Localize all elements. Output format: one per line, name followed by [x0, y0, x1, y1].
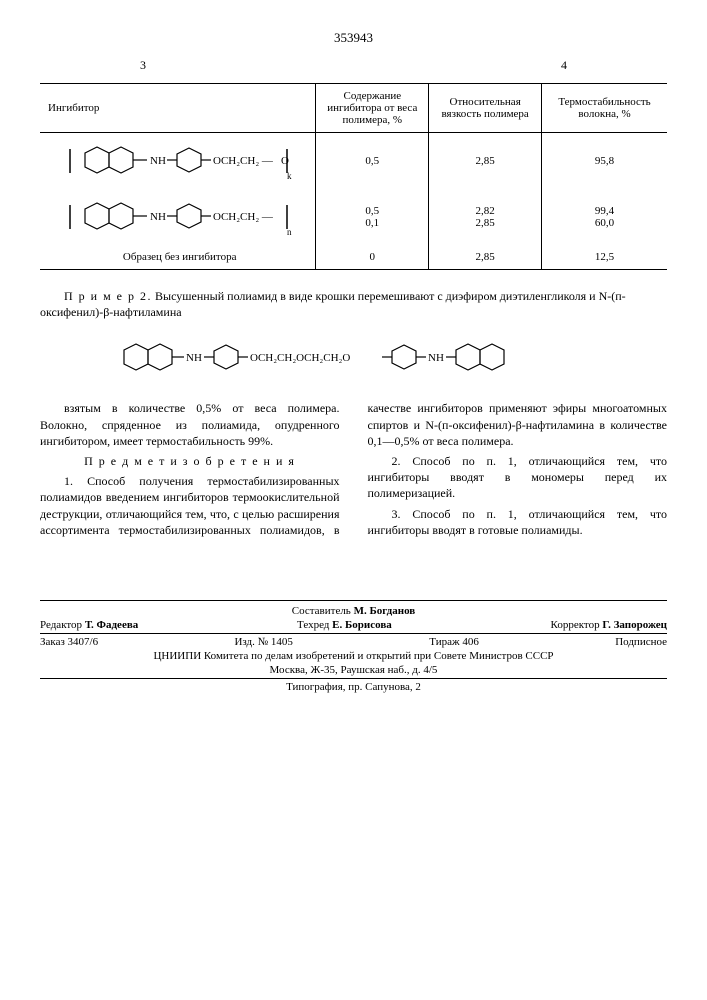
footer-credits: Редактор Т. Фадеева Техред Е. Борисова К…	[40, 619, 667, 631]
cell-viscosity: 2,85	[429, 133, 542, 190]
svg-text:OCH₂CH₂OCH₂CH₂O: OCH₂CH₂OCH₂CH₂O	[250, 352, 350, 364]
th-inhibitor: Ингибитор	[40, 84, 316, 133]
cell-content: 0	[316, 245, 429, 270]
inhibitor-table: Ингибитор Содержание ингибитора от веса …	[40, 83, 667, 270]
structure-cell: NH OCH₂CH₂ — n	[40, 189, 316, 245]
structure-cell: NH OCH₂CH₂ — O k	[40, 133, 316, 190]
subject-heading: П р е д м е т и з о б р е т е н и я	[40, 453, 340, 469]
svg-text:NH: NH	[186, 352, 202, 364]
th-viscosity: Относительная вязкость полимера	[429, 84, 542, 133]
page-right: 4	[461, 58, 667, 73]
cell-content: 0,5	[316, 133, 429, 190]
footer-separator	[40, 600, 667, 601]
chem-structure-icon: NH OCH₂CH₂ — O k	[65, 139, 295, 183]
svg-text:OCH₂CH₂ —: OCH₂CH₂ —	[213, 155, 274, 167]
chem-structure-icon: NH OCH₂CH₂ — n	[65, 195, 295, 239]
cell-viscosity: 2,85	[429, 245, 542, 270]
chem-structure-icon: NH OCH₂CH₂OCH₂CH₂O NH	[114, 334, 594, 380]
example-label: П р и м е р 2.	[64, 289, 152, 303]
claim-2: 2. Способ по п. 1, отличающийся тем, что…	[368, 453, 668, 502]
cell-viscosity: 2,822,85	[429, 189, 542, 245]
svg-text:OCH₂CH₂ —: OCH₂CH₂ —	[213, 211, 274, 223]
footer-rule	[40, 678, 667, 679]
th-thermo: Термостабильность волокна, %	[542, 84, 667, 133]
cell-content: 0,50,1	[316, 189, 429, 245]
svg-text:n: n	[287, 227, 292, 237]
svg-text:NH: NH	[150, 155, 166, 167]
table-row: Образец без ингибитора 0 2,85 12,5	[40, 245, 667, 270]
example-2: П р и м е р 2. Высушенный полиамид в вид…	[40, 288, 667, 320]
th-content: Содержание ингибитора от веса полимера, …	[316, 84, 429, 133]
svg-text:NH: NH	[428, 352, 444, 364]
footer-org: ЦНИИПИ Комитета по делам изобретений и о…	[40, 650, 667, 662]
footer-typography: Типография, пр. Сапунова, 2	[40, 681, 667, 693]
page-numbers: 3 4	[40, 58, 667, 73]
footer-compiler: Составитель М. Богданов	[40, 605, 667, 617]
body-columns: взятым в количестве 0,5% от веса полимер…	[40, 400, 667, 540]
svg-text:k: k	[287, 171, 292, 181]
cell-thermo: 12,5	[542, 245, 667, 270]
footer-addr: Москва, Ж-35, Раушская наб., д. 4/5	[40, 664, 667, 676]
cell-thermo: 95,8	[542, 133, 667, 190]
table-row: NH OCH₂CH₂ — n 0,50,1 2,822,85 99,460,0	[40, 189, 667, 245]
footer-pubinfo: Заказ 3407/6 Изд. № 1405 Тираж 406 Подпи…	[40, 636, 667, 648]
cell-thermo: 99,460,0	[542, 189, 667, 245]
svg-text:O: O	[281, 155, 289, 167]
document-number: 353943	[40, 30, 667, 46]
table-row: NH OCH₂CH₂ — O k 0,5 2,85 95,8	[40, 133, 667, 190]
cell-label: Образец без ингибитора	[40, 245, 316, 270]
svg-text:NH: NH	[150, 211, 166, 223]
claim-3: 3. Способ по п. 1, отличающийся тем, что…	[368, 506, 668, 538]
footer-rule	[40, 633, 667, 634]
page-left: 3	[40, 58, 246, 73]
chem-formula: NH OCH₂CH₂OCH₂CH₂O NH	[40, 334, 667, 380]
body-p1: взятым в количестве 0,5% от веса полимер…	[40, 400, 340, 449]
